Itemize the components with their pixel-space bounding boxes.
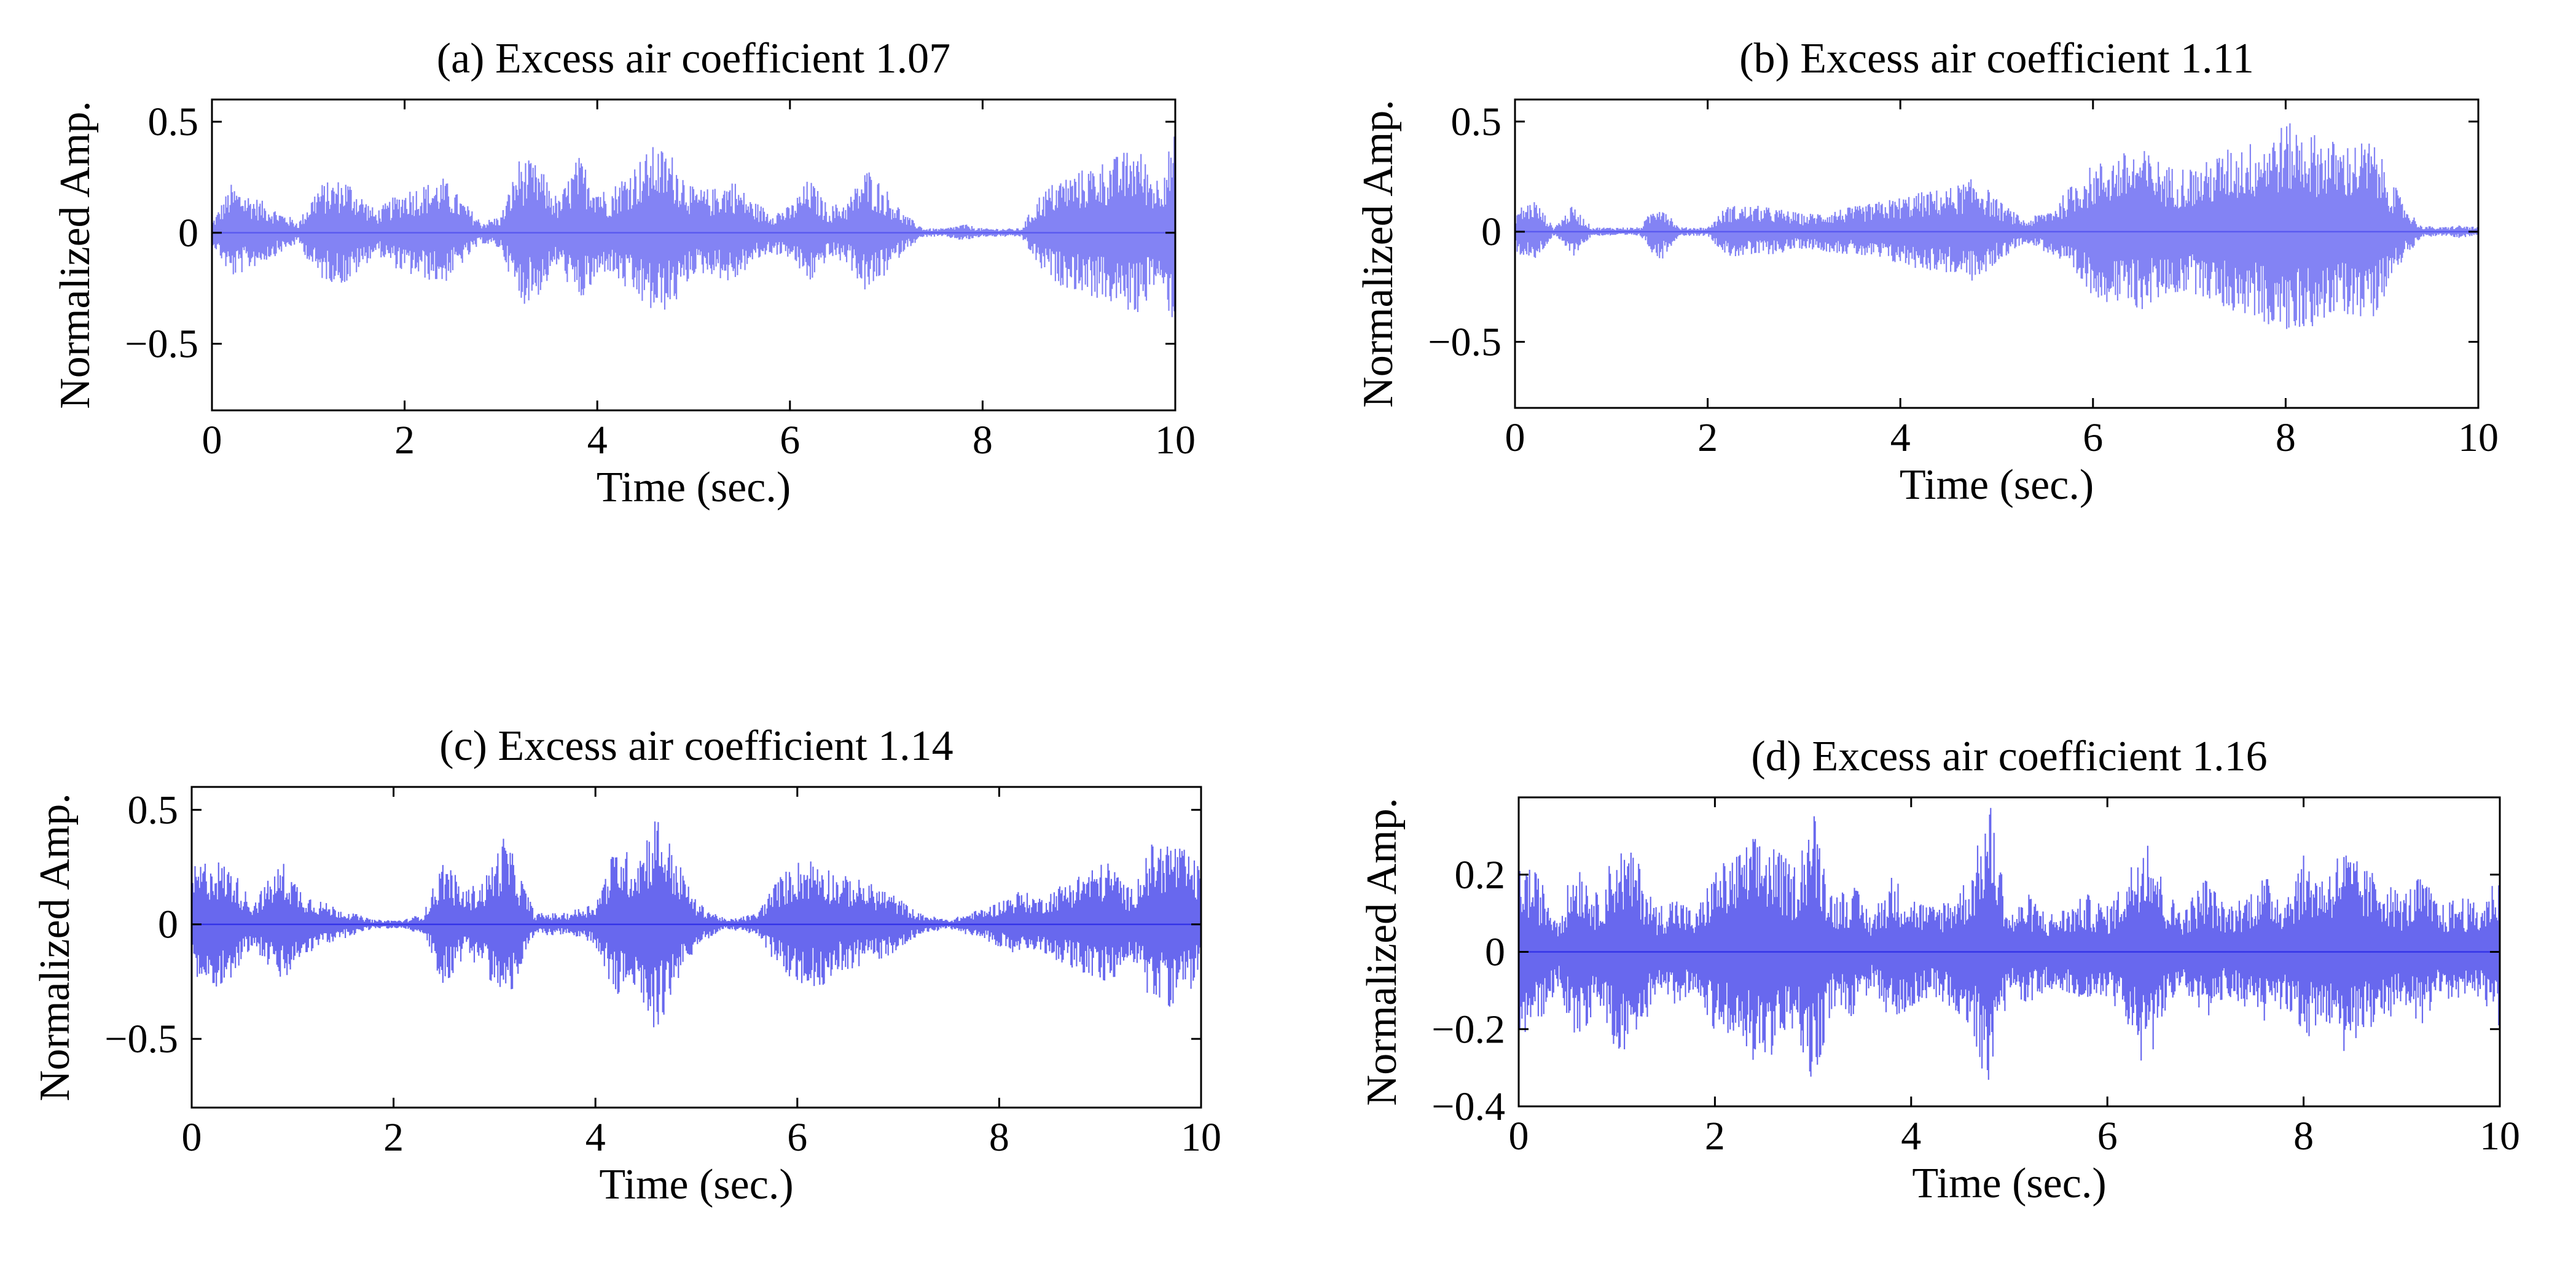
chart-title: (c) Excess air coefficient 1.14 xyxy=(439,722,953,770)
plot-frame xyxy=(211,98,1176,412)
x-tick-label: 6 xyxy=(2097,1114,2118,1159)
y-tick-label: 0 xyxy=(158,902,178,947)
x-tick-label: 2 xyxy=(394,418,415,463)
x-axis-label: Time (sec.) xyxy=(1900,461,2094,509)
y-tick-label: −0.2 xyxy=(1431,1007,1505,1052)
chart-title: (b) Excess air coefficient 1.11 xyxy=(1739,35,2254,82)
y-axis-label: Normalized Amp. xyxy=(1358,798,1406,1106)
y-tick-label: 0 xyxy=(1481,209,1501,254)
x-tick-label: 4 xyxy=(1901,1114,1921,1159)
x-tick-label: 8 xyxy=(989,1115,1009,1160)
signal-waveform xyxy=(1517,808,2501,1080)
panel-b: (b) Excess air coefficient 1.11 0 2 4 6 8 10 0.… xyxy=(1355,35,2499,509)
y-tick-label: −0.5 xyxy=(104,1017,178,1062)
x-axis-label: Time (sec.) xyxy=(1912,1160,2106,1207)
x-tick-label: 10 xyxy=(2458,415,2499,460)
y-tick-label: 0.5 xyxy=(128,788,179,832)
x-tick-label: 6 xyxy=(2083,415,2103,460)
y-axis-label: Normalized Amp. xyxy=(1355,100,1402,408)
x-axis-label: Time (sec.) xyxy=(599,1161,793,1208)
y-axis-label: Normalized Amp. xyxy=(31,793,79,1101)
y-tick-label: 0.5 xyxy=(1451,100,1502,144)
plot-frame xyxy=(1514,98,2480,409)
x-tick-label: 10 xyxy=(1155,418,1196,463)
chart-title: (a) Excess air coefficient 1.07 xyxy=(437,35,950,82)
plot-frame xyxy=(190,786,1202,1109)
signal-waveform xyxy=(211,136,1176,318)
signal-waveform xyxy=(1514,123,2480,329)
y-tick-label: 0.2 xyxy=(1455,853,1506,898)
y-tick-label: 0 xyxy=(178,211,198,256)
x-tick-label: 10 xyxy=(2480,1114,2520,1159)
panel-a: (a) Excess air coefficient 1.07 0 2 4 6 8 10 0.… xyxy=(52,35,1196,511)
x-tick-label: 10 xyxy=(1181,1115,1221,1160)
x-tick-label: 0 xyxy=(202,418,222,463)
x-tick-label: 4 xyxy=(585,1115,606,1160)
x-axis-label: Time (sec.) xyxy=(597,464,791,511)
x-tick-label: 2 xyxy=(383,1115,404,1160)
x-tick-label: 2 xyxy=(1697,415,1718,460)
x-tick-label: 4 xyxy=(1890,415,1911,460)
y-axis-label: Normalized Amp. xyxy=(52,101,99,409)
x-tick-label: 0 xyxy=(182,1115,202,1160)
chart-title: (d) Excess air coefficient 1.16 xyxy=(1751,733,2267,780)
x-tick-label: 4 xyxy=(587,418,608,463)
y-tick-label: 0.5 xyxy=(148,100,199,144)
y-tick-label: −0.5 xyxy=(1428,319,1501,364)
x-tick-label: 2 xyxy=(1705,1114,1725,1159)
panel-d: (d) Excess air coefficient 1.16 0 2 4 6 8 10 0.… xyxy=(1358,733,2520,1207)
x-tick-label: 0 xyxy=(1505,415,1525,460)
x-tick-label: 8 xyxy=(2276,415,2296,460)
x-tick-label: 0 xyxy=(1509,1114,1529,1159)
x-tick-label: 8 xyxy=(2293,1114,2314,1159)
y-tick-label: 0 xyxy=(1485,930,1505,975)
x-tick-label: 6 xyxy=(787,1115,807,1160)
panel-c: (c) Excess air coefficient 1.14 0 2 4 6 8 10 0.… xyxy=(31,722,1221,1208)
x-tick-label: 6 xyxy=(780,418,800,463)
y-tick-label: −0.4 xyxy=(1431,1084,1505,1129)
x-tick-label: 8 xyxy=(973,418,993,463)
y-tick-label: −0.5 xyxy=(125,322,198,367)
